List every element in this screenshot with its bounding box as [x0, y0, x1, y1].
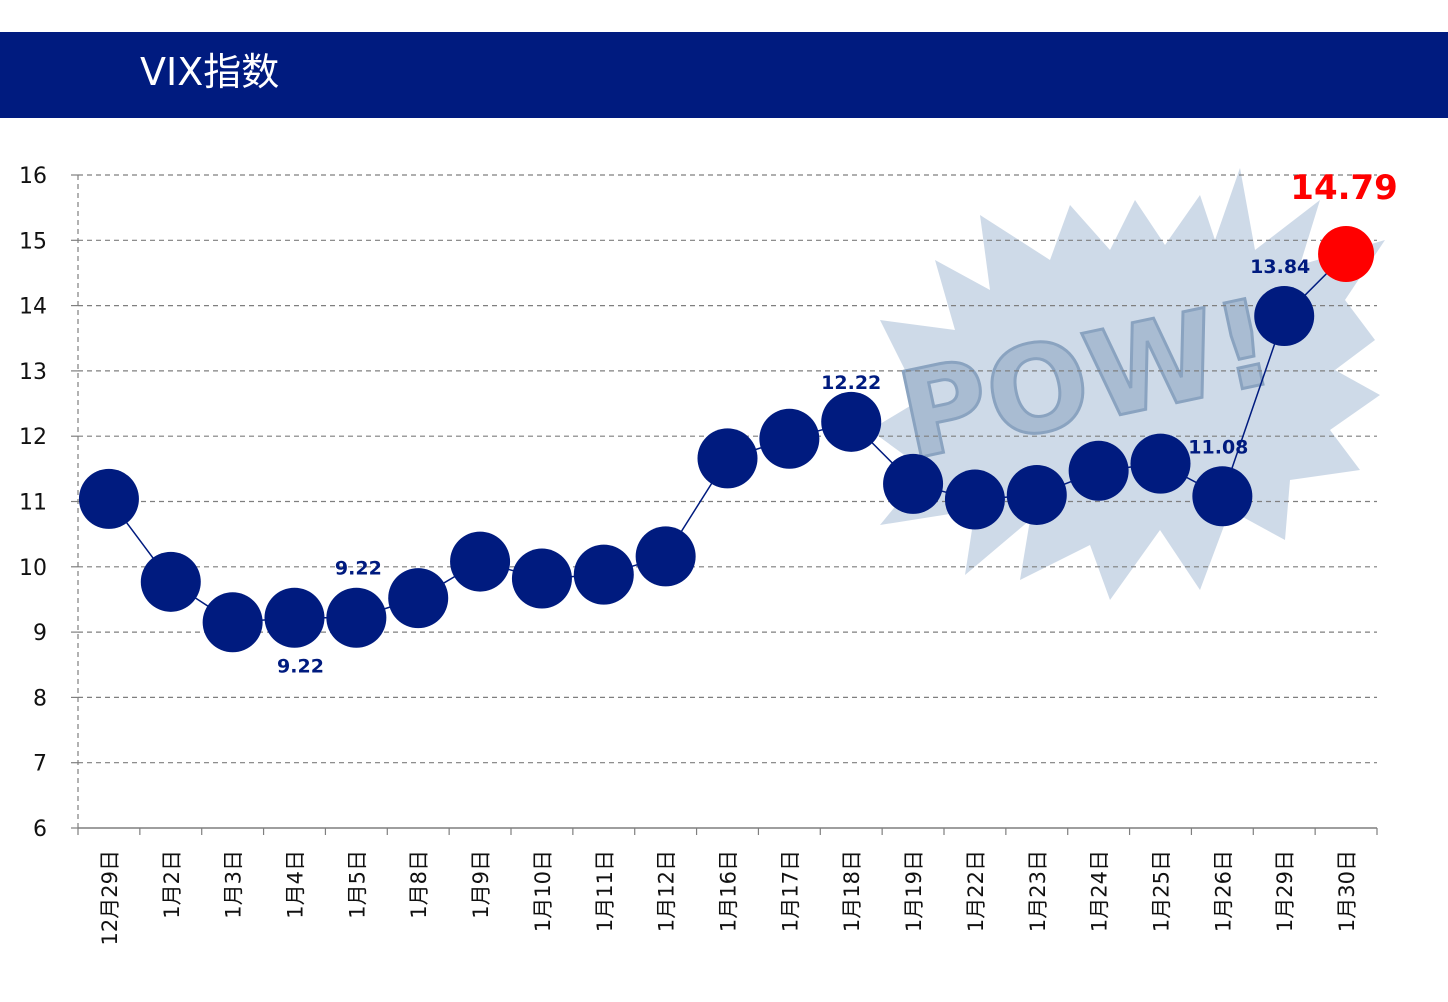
data-labels: 9.22 9.22 12.22 11.08 13.84 14.79: [277, 168, 1398, 678]
y-tick-label: 8: [33, 686, 47, 711]
x-tick-label: 1月24日: [1088, 850, 1112, 932]
x-tick-label: 12月29日: [98, 850, 122, 945]
data-point: [511, 548, 572, 609]
data-point: [821, 391, 882, 452]
data-point: [1068, 440, 1129, 501]
x-tick-label: 1月4日: [284, 850, 308, 919]
y-tick-label: 7: [33, 752, 47, 777]
data-point: [635, 526, 696, 587]
x-tick-label: 1月5日: [345, 850, 369, 919]
data-label: 12.22: [821, 372, 881, 394]
x-tick-label: 1月10日: [531, 850, 555, 932]
data-point: [326, 587, 387, 648]
x-tick-label: 1月17日: [778, 850, 802, 932]
highlight-label: 14.79: [1290, 168, 1398, 208]
data-label: 11.08: [1188, 436, 1248, 458]
data-label: 13.84: [1250, 256, 1310, 278]
x-tick-label: 1月19日: [902, 850, 926, 932]
data-label: 9.22: [335, 558, 382, 580]
x-tick-label: 1月2日: [160, 850, 184, 919]
x-tick-label: 1月30日: [1335, 850, 1359, 932]
data-point: [759, 408, 820, 469]
data-point: [1192, 466, 1253, 527]
highlight-point: [1318, 226, 1375, 283]
chart-header-bar: VIX指数: [0, 32, 1448, 118]
x-tick-label: 1月16日: [717, 850, 741, 932]
data-point: [944, 469, 1005, 530]
pow-burst-icon: POW!: [870, 168, 1385, 600]
x-tick-label: 1月8日: [407, 850, 431, 919]
y-tick-label: 12: [19, 425, 47, 450]
y-tick-label: 9: [33, 621, 47, 646]
data-point: [1254, 286, 1315, 347]
y-tick-label: 13: [19, 360, 47, 385]
y-tick-label: 6: [33, 817, 47, 842]
data-point: [573, 544, 634, 605]
x-tick-label: 1月18日: [840, 850, 864, 932]
y-tick-label: 14: [19, 295, 47, 320]
series-vix: [78, 226, 1375, 653]
y-tick-label: 11: [19, 491, 47, 516]
data-point: [697, 428, 758, 489]
data-point: [202, 592, 263, 653]
x-tick-label: 1月3日: [222, 850, 246, 919]
data-point: [450, 531, 511, 592]
grid-lines: [78, 174, 1377, 764]
data-point: [140, 551, 201, 612]
data-point: [78, 468, 139, 529]
chart-title: VIX指数: [140, 50, 280, 94]
data-label: 9.22: [277, 656, 324, 678]
x-tick-label: 1月9日: [469, 850, 493, 919]
x-axis-ticks: 12月29日 1月2日 1月3日 1月4日 1月5日 1月8日 1月9日 1月10日 1月11日…: [77, 828, 1378, 945]
y-tick-label: 16: [19, 164, 47, 189]
data-point: [883, 453, 944, 514]
x-tick-label: 1月12日: [655, 850, 679, 932]
x-tick-label: 1月23日: [1026, 850, 1050, 932]
data-point: [1006, 464, 1067, 525]
x-tick-label: 1月25日: [1150, 850, 1174, 932]
y-tick-label: 10: [19, 556, 47, 581]
data-point: [1130, 433, 1191, 494]
x-tick-label: 1月29日: [1273, 850, 1297, 932]
data-point: [264, 587, 325, 648]
y-tick-label: 15: [19, 229, 47, 254]
x-tick-label: 1月26日: [1211, 850, 1235, 932]
y-axis-ticks: 6 7 8 9 10 11 12 13 14 15 16: [19, 164, 78, 842]
data-point: [388, 568, 449, 629]
x-tick-label: 1月11日: [593, 850, 617, 932]
x-tick-label: 1月22日: [964, 850, 988, 932]
